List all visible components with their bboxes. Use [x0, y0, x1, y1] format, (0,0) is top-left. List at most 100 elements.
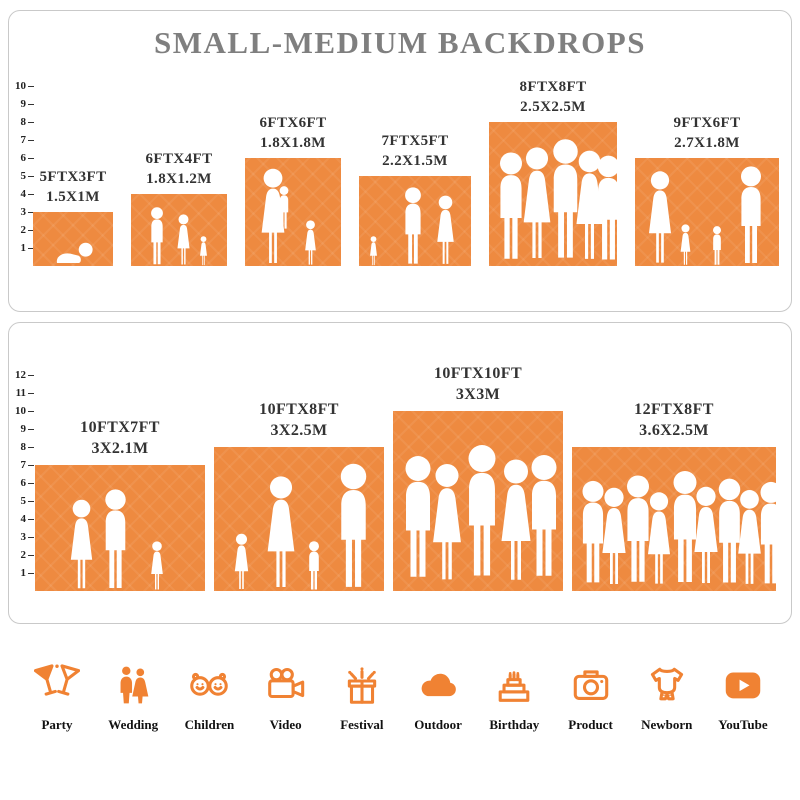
category-label: Wedding	[108, 717, 159, 732]
people-silhouette	[234, 463, 367, 590]
size-m: 1.8X1.8M	[260, 134, 326, 151]
size-ft: 6FTX6FT	[259, 115, 327, 131]
ruler-number: 6	[20, 152, 27, 164]
backdrop-bar-6x4: 6FTX4FT 1.8X1.2M	[131, 151, 227, 266]
backdrop-size-label: 6FTX4FT 1.8X1.2M	[146, 150, 213, 189]
category-label: Festival	[340, 717, 384, 732]
ruler-tick: 8	[11, 440, 34, 454]
size-ft: 6FTX4FT	[145, 151, 213, 167]
size-m: 3X2.5M	[270, 422, 328, 440]
size-ft: 5FTX3FT	[39, 169, 107, 185]
category-label: YouTube	[718, 717, 768, 732]
category-festival: Festival	[327, 662, 397, 733]
ruler-tick: 10	[11, 79, 34, 93]
ruler-tick: 4	[11, 512, 34, 526]
ruler-tick: 5	[11, 169, 34, 183]
tick-dash	[28, 85, 34, 87]
people-silhouette	[56, 242, 93, 263]
backdrop-size-label: 5FTX3FT 1.5X1M	[40, 168, 107, 207]
category-row: Party Wedding	[0, 662, 800, 733]
ruler-number: 2	[20, 224, 27, 236]
backdrop-bar-12x8: 12FTX8FT 3.6X2.5M	[572, 401, 776, 591]
ruler-tick: 10	[11, 404, 34, 418]
size-ft: 9FTX6FT	[673, 115, 741, 131]
category-birthday: Birthday	[479, 662, 549, 733]
people-silhouette	[261, 168, 316, 265]
backdrop-bar-5x3: 5FTX3FT 1.5X1M	[33, 169, 113, 266]
ruler-number: 1	[20, 567, 27, 579]
ruler-number: 5	[20, 495, 27, 507]
category-label: Newborn	[641, 717, 693, 732]
ruler-tick: 8	[11, 115, 34, 129]
size-ft: 7FTX5FT	[381, 133, 449, 149]
category-newborn: Newborn	[632, 662, 702, 733]
ruler-number: 6	[20, 477, 27, 489]
size-ft: 10FTX7FT	[80, 419, 160, 437]
people-silhouette	[70, 489, 163, 590]
tick-dash	[28, 193, 34, 195]
ruler-number: 7	[20, 459, 27, 471]
category-outdoor: Outdoor	[403, 662, 473, 733]
tick-dash	[28, 572, 34, 574]
tick-dash	[28, 121, 34, 123]
category-video: Video	[251, 662, 321, 733]
ruler-tick: 6	[11, 476, 34, 490]
tick-dash	[28, 482, 34, 484]
backdrop-bar-6x6: 6FTX6FT 1.8X1.8M	[245, 115, 341, 266]
people-silhouette	[370, 187, 454, 266]
backdrop-size-label: 10FTX8FT 3X2.5M	[259, 400, 339, 442]
ruler-number: 3	[20, 531, 27, 543]
size-m: 3X2.1M	[91, 440, 149, 458]
backdrop-size-label: 12FTX8FT 3.6X2.5M	[634, 400, 714, 442]
backdrop-bar-10x8: 10FTX8FT 3X2.5M	[214, 401, 384, 591]
video-icon	[267, 667, 304, 699]
ruler-number: 8	[20, 441, 27, 453]
birthday-icon	[498, 671, 530, 702]
ruler-number: 7	[20, 134, 27, 146]
party-icon	[34, 664, 80, 696]
tick-dash	[28, 157, 34, 159]
size-m: 1.8X1.2M	[146, 170, 212, 187]
ruler-number: 4	[20, 188, 27, 200]
ruler-number: 10	[15, 405, 26, 417]
tick-dash	[28, 500, 34, 502]
people-silhouette	[405, 445, 557, 580]
ruler-number: 2	[20, 549, 27, 561]
backdrop-size-label: 10FTX10FT 3X3M	[434, 364, 522, 406]
festival-icon	[347, 667, 377, 704]
youtube-icon	[725, 672, 761, 699]
people-silhouette	[648, 166, 761, 265]
size-m: 1.5X1M	[46, 188, 100, 205]
backdrop-size-label: 8FTX8FT 2.5X2.5M	[520, 78, 587, 117]
size-ft: 10FTX10FT	[433, 365, 523, 383]
ruler-number: 8	[20, 116, 27, 128]
ruler-tick: 3	[11, 530, 34, 544]
ruler-tick: 3	[11, 205, 34, 219]
tick-dash	[28, 410, 34, 412]
tick-dash	[28, 103, 34, 105]
ruler-tick: 9	[11, 422, 34, 436]
tick-dash	[28, 518, 34, 520]
size-ft: 10FTX8FT	[259, 401, 339, 419]
wedding-icon	[120, 666, 149, 704]
backdrop-bar-10x10: 10FTX10FT 3X3M	[393, 365, 563, 591]
category-label: Product	[568, 717, 613, 732]
panel-medium-sizes: 12 11 10 9 8 7 6 5 4 3 2 1 10FTX7FT 3X2.…	[8, 322, 792, 624]
ruler-tick: 2	[11, 223, 34, 237]
category-label: Outdoor	[414, 717, 462, 732]
ruler-tick: 6	[11, 151, 34, 165]
ruler-tick: 4	[11, 187, 34, 201]
category-children: Children	[174, 662, 244, 733]
size-m: 2.2X1.5M	[382, 152, 448, 169]
size-ft: 8FTX8FT	[519, 79, 587, 95]
ruler-number: 1	[20, 242, 27, 254]
tick-dash	[28, 536, 34, 538]
backdrop-bar-10x7: 10FTX7FT 3X2.1M	[35, 419, 205, 591]
ruler-tick: 7	[11, 458, 34, 472]
backdrop-size-label: 10FTX7FT 3X2.1M	[80, 418, 160, 460]
tick-dash	[28, 139, 34, 141]
tick-dash	[28, 211, 34, 213]
ruler-tick: 11	[11, 386, 34, 400]
ruler-tick: 12	[11, 368, 34, 382]
